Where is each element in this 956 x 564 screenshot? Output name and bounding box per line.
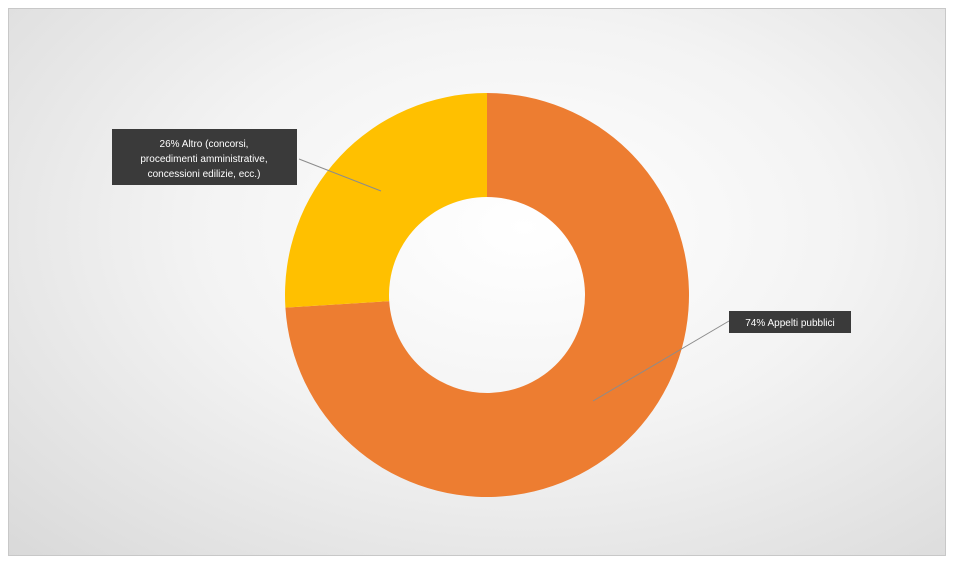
data-label-altro-line-1: 26% Altro (concorsi,	[160, 139, 249, 150]
data-label-altro-line-2: procedimenti amministrative,	[140, 154, 267, 165]
data-label-altro-line-3: concessioni edilizie, ecc.)	[148, 169, 261, 180]
leader-line-appalti	[592, 320, 730, 402]
data-label-appalti: 74% Appelti pubblici	[729, 311, 851, 333]
slice-altro	[285, 93, 487, 308]
slice-appalti-pubblici	[285, 93, 689, 497]
chart-area: 26% Altro (concorsi, procedimenti ammini…	[8, 8, 946, 556]
data-label-altro: 26% Altro (concorsi, procedimenti ammini…	[112, 129, 297, 185]
leader-line-altro	[298, 158, 382, 192]
donut-chart: 26% Altro (concorsi, procedimenti ammini…	[112, 93, 851, 497]
data-label-appalti-text: 74% Appelti pubblici	[745, 318, 835, 329]
